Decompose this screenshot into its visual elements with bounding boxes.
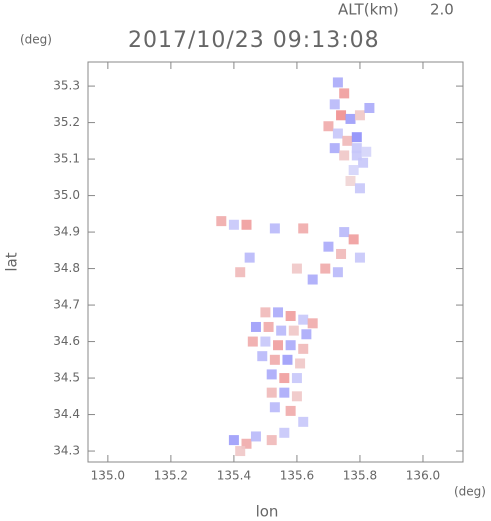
radar-cell (235, 446, 246, 457)
radar-cell (291, 263, 302, 274)
radar-cell (301, 329, 312, 340)
radar-cell (364, 102, 375, 113)
radar-cell (361, 146, 372, 157)
x-tick-label: 135.8 (343, 469, 377, 483)
radar-cell (345, 175, 356, 186)
alt-label: ALT(km) (338, 1, 399, 19)
radar-cell (298, 343, 309, 354)
radar-cell (339, 227, 350, 238)
y-tick-label: 35.0 (53, 188, 80, 202)
radar-cell (291, 391, 302, 402)
radar-cell (332, 77, 343, 88)
radar-cell (354, 252, 365, 263)
radar-cell (351, 143, 362, 154)
radar-cell (329, 99, 340, 110)
radar-cell (323, 121, 334, 132)
radar-cell (269, 402, 280, 413)
radar-cell (351, 150, 362, 161)
radar-cell (228, 219, 239, 230)
radar-cell (263, 321, 274, 332)
radar-cell (323, 241, 334, 252)
x-tick-label: 135.2 (154, 469, 188, 483)
radar-cell (260, 307, 271, 318)
y-tick-label: 34.8 (53, 261, 80, 275)
radar-cell (339, 150, 350, 161)
radar-cell (358, 157, 369, 168)
radar-cell (285, 405, 296, 416)
radar-cell (298, 223, 309, 234)
radar-cell (235, 267, 246, 278)
radar-cell (298, 314, 309, 325)
chart-title: 2017/10/23 09:13:08 (128, 28, 380, 53)
x-tick-label: 135.0 (91, 469, 125, 483)
plot-frame (87, 61, 464, 463)
radar-cell (279, 373, 290, 384)
radar-cell (260, 336, 271, 347)
radar-cell (250, 431, 261, 442)
radar-cell (250, 321, 261, 332)
radar-cell (354, 183, 365, 194)
radar-cell (276, 325, 287, 336)
radar-cell (241, 438, 252, 449)
x-tick-label: 135.6 (280, 469, 314, 483)
radar-cell (228, 435, 239, 446)
radar-cell (269, 223, 280, 234)
radar-cell (351, 132, 362, 143)
x-tick-label: 136.0 (406, 469, 440, 483)
radar-cell (241, 219, 252, 230)
radar-cell (298, 416, 309, 427)
y-tick-label: 34.6 (53, 334, 80, 348)
radar-cell (285, 340, 296, 351)
radar-cell (282, 354, 293, 365)
radar-cell (336, 110, 347, 121)
radar-cell (244, 252, 255, 263)
x-label: lon (256, 503, 279, 521)
radar-cell (279, 387, 290, 398)
y-tick-label: 34.5 (53, 371, 80, 385)
y-unit: (deg) (20, 33, 52, 47)
radar-cell (332, 267, 343, 278)
radar-cell (332, 128, 343, 139)
y-label: lat (3, 252, 21, 271)
x-tick-label: 135.4 (217, 469, 251, 483)
alt-value: 2.0 (430, 1, 454, 19)
radar-cell (285, 311, 296, 322)
radar-cell (291, 373, 302, 384)
radar-cell (348, 165, 359, 176)
y-tick-label: 34.4 (53, 407, 80, 421)
x-unit: (deg) (454, 485, 486, 499)
radar-cell (295, 358, 306, 369)
radar-cell (266, 435, 277, 446)
radar-cell (288, 325, 299, 336)
radar-cell (257, 351, 268, 362)
radar-cell (345, 113, 356, 124)
radar-cell (329, 143, 340, 154)
radar-cell (266, 369, 277, 380)
radar-cell (320, 263, 331, 274)
radar-cell (247, 336, 258, 347)
radar-cell (269, 354, 280, 365)
y-tick-label: 35.3 (53, 79, 80, 93)
radar-cell (339, 88, 350, 99)
radar-cell (336, 248, 347, 259)
radar-cell (348, 234, 359, 245)
radar-cell (216, 216, 227, 227)
radar-cell (273, 340, 284, 351)
radar-cell (273, 307, 284, 318)
radar-cell (354, 110, 365, 121)
y-tick-label: 35.2 (53, 115, 80, 129)
radar-cell (342, 135, 353, 146)
y-tick-label: 35.1 (53, 152, 80, 166)
y-tick-label: 34.3 (53, 444, 80, 458)
radar-cell (307, 318, 318, 329)
radar-cell (307, 274, 318, 285)
y-tick-label: 34.7 (53, 298, 80, 312)
radar-cell (279, 427, 290, 438)
radar-cell (266, 387, 277, 398)
y-tick-label: 34.9 (53, 225, 80, 239)
